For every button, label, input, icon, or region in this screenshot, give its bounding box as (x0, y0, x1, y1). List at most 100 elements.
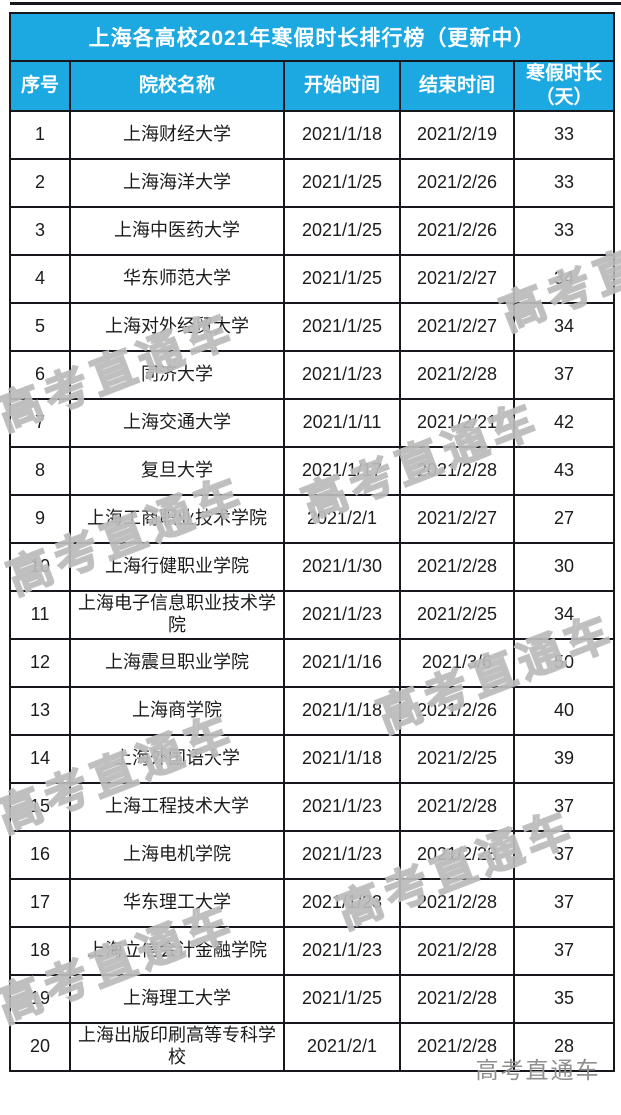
end-date-cell: 2021/2/28 (399, 445, 515, 496)
table-row: 1 上海财经大学 2021/1/18 2021/2/19 33 (9, 109, 616, 160)
start-date-cell: 2021/1/23 (283, 781, 401, 832)
days-count-cell: 33 (512, 109, 616, 160)
start-date-cell: 2021/1/18 (283, 685, 401, 736)
table-row: 19 上海理工大学 2021/1/25 2021/2/28 35 (9, 973, 616, 1024)
end-date-cell: 2021/2/27 (399, 493, 515, 544)
days-count-cell: 50 (512, 637, 616, 688)
start-date-cell: 2021/1/23 (283, 349, 401, 400)
row-index-cell: 3 (9, 205, 71, 256)
days-count-cell: 34 (512, 301, 616, 352)
row-index-cell: 20 (9, 1021, 71, 1072)
school-name-cell: 华东理工大学 (69, 877, 285, 928)
school-name-cell: 华东师范大学 (69, 253, 285, 304)
row-index-cell: 9 (9, 493, 71, 544)
school-name-cell: 上海工商职业技术学院 (69, 493, 285, 544)
row-index-cell: 1 (9, 109, 71, 160)
start-date-cell: 2021/1/30 (283, 541, 401, 592)
col-header-days: 寒假时长（天） (512, 60, 616, 112)
start-date-cell: 2021/2/1 (283, 493, 401, 544)
days-count-cell: 28 (512, 1021, 616, 1072)
row-index-cell: 12 (9, 637, 71, 688)
start-date-cell: 2021/1/25 (283, 205, 401, 256)
end-date-cell: 2021/2/26 (399, 685, 515, 736)
table-row: 7 上海交通大学 2021/1/11 2021/2/21 42 (9, 397, 616, 448)
col-header-start: 开始时间 (283, 60, 401, 112)
school-name-cell: 上海震旦职业学院 (69, 637, 285, 688)
days-count-cell: 34 (512, 589, 616, 640)
end-date-cell: 2021/2/26 (399, 205, 515, 256)
table-row: 15 上海工程技术大学 2021/1/23 2021/2/28 37 (9, 781, 616, 832)
days-count-cell: 43 (512, 445, 616, 496)
row-index-cell: 5 (9, 301, 71, 352)
days-count-cell: 39 (512, 733, 616, 784)
row-index-cell: 11 (9, 589, 71, 640)
days-count-cell: 37 (512, 829, 616, 880)
col-header-end: 结束时间 (399, 60, 515, 112)
days-count-cell: 27 (512, 493, 616, 544)
start-date-cell: 2021/1/25 (283, 253, 401, 304)
days-count-cell: 37 (512, 349, 616, 400)
table-row: 2 上海海洋大学 2021/1/25 2021/2/26 33 (9, 157, 616, 208)
start-date-cell: 2021/1/25 (283, 973, 401, 1024)
row-index-cell: 7 (9, 397, 71, 448)
days-count-cell: 34 (512, 253, 616, 304)
table-row: 3 上海中医药大学 2021/1/25 2021/2/26 33 (9, 205, 616, 256)
days-count-cell: 33 (512, 205, 616, 256)
table-row: 13 上海商学院 2021/1/18 2021/2/26 40 (9, 685, 616, 736)
school-name-cell: 复旦大学 (69, 445, 285, 496)
school-name-cell: 上海电机学院 (69, 829, 285, 880)
row-index-cell: 15 (9, 781, 71, 832)
row-index-cell: 13 (9, 685, 71, 736)
vacation-ranking-table: 上海各高校2021年寒假时长排行榜（更新中） 序号 院校名称 开始时间 结束时间… (8, 12, 616, 1072)
table-row: 9 上海工商职业技术学院 2021/2/1 2021/2/27 27 (9, 493, 616, 544)
end-date-cell: 2021/2/27 (399, 253, 515, 304)
days-count-cell: 37 (512, 925, 616, 976)
table-row: 8 复旦大学 2021/1/17 2021/2/28 43 (9, 445, 616, 496)
table-row: 16 上海电机学院 2021/1/23 2021/2/28 37 (9, 829, 616, 880)
end-date-cell: 2021/2/27 (399, 301, 515, 352)
school-name-cell: 上海行健职业学院 (69, 541, 285, 592)
days-count-cell: 40 (512, 685, 616, 736)
row-index-cell: 8 (9, 445, 71, 496)
end-date-cell: 2021/2/21 (399, 397, 515, 448)
start-date-cell: 2021/1/18 (283, 109, 401, 160)
end-date-cell: 2021/2/28 (399, 541, 515, 592)
start-date-cell: 2021/1/17 (283, 445, 401, 496)
end-date-cell: 2021/2/28 (399, 1021, 515, 1072)
school-name-cell: 上海电子信息职业技术学院 (69, 589, 285, 640)
row-index-cell: 16 (9, 829, 71, 880)
table-row: 12 上海震旦职业学院 2021/1/16 2021/3/6 50 (9, 637, 616, 688)
table-row: 17 华东理工大学 2021/1/23 2021/2/28 37 (9, 877, 616, 928)
start-date-cell: 2021/1/25 (283, 157, 401, 208)
table-row: 10 上海行健职业学院 2021/1/30 2021/2/28 30 (9, 541, 616, 592)
school-name-cell: 上海对外经贸大学 (69, 301, 285, 352)
table-row: 20 上海出版印刷高等专科学校 2021/2/1 2021/2/28 28 (9, 1021, 616, 1072)
col-header-index: 序号 (9, 60, 71, 112)
school-name-cell: 同济大学 (69, 349, 285, 400)
days-count-cell: 37 (512, 781, 616, 832)
school-name-cell: 上海商学院 (69, 685, 285, 736)
row-index-cell: 10 (9, 541, 71, 592)
start-date-cell: 2021/2/1 (283, 1021, 401, 1072)
days-count-cell: 37 (512, 877, 616, 928)
start-date-cell: 2021/1/23 (283, 829, 401, 880)
title-row: 上海各高校2021年寒假时长排行榜（更新中） (8, 12, 616, 62)
end-date-cell: 2021/2/19 (399, 109, 515, 160)
row-index-cell: 2 (9, 157, 71, 208)
start-date-cell: 2021/1/23 (283, 877, 401, 928)
end-date-cell: 2021/2/28 (399, 877, 515, 928)
end-date-cell: 2021/2/28 (399, 349, 515, 400)
end-date-cell: 2021/2/28 (399, 925, 515, 976)
school-name-cell: 上海交通大学 (69, 397, 285, 448)
row-index-cell: 6 (9, 349, 71, 400)
row-index-cell: 17 (9, 877, 71, 928)
table-title: 上海各高校2021年寒假时长排行榜（更新中） (8, 12, 616, 62)
row-index-cell: 19 (9, 973, 71, 1024)
row-index-cell: 4 (9, 253, 71, 304)
school-name-cell: 上海财经大学 (69, 109, 285, 160)
start-date-cell: 2021/1/25 (283, 301, 401, 352)
start-date-cell: 2021/1/23 (283, 589, 401, 640)
end-date-cell: 2021/2/25 (399, 733, 515, 784)
end-date-cell: 2021/2/26 (399, 157, 515, 208)
